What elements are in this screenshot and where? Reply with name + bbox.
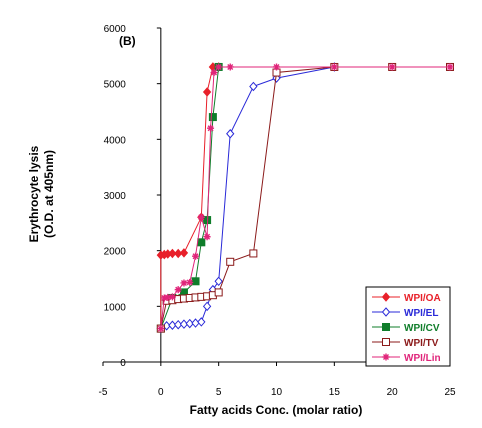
x-tick-label: 15 xyxy=(329,387,341,398)
x-tick-label: -5 xyxy=(99,387,108,398)
data-point xyxy=(382,353,390,361)
data-point xyxy=(226,129,235,139)
data-point xyxy=(249,249,258,258)
data-point xyxy=(330,63,338,71)
data-point xyxy=(226,63,234,71)
legend-label: WPI/Lin xyxy=(404,353,441,364)
data-point xyxy=(215,63,223,71)
y-tick-label: 1000 xyxy=(104,302,127,313)
y-tick-label: 0 xyxy=(120,358,126,369)
x-tick-label: 20 xyxy=(387,387,399,398)
data-point xyxy=(168,293,176,301)
data-point xyxy=(197,317,206,327)
axes-group: 0 1000 2000 3000 4000 5000 6000 -5 0 5 10 15 20 25 xyxy=(99,24,456,398)
legend-label: WPI/EL xyxy=(404,308,438,319)
y-axis-title-line-2: (O.D. at 405nm) xyxy=(42,150,56,238)
legend-entry: WPI/Lin xyxy=(372,353,441,364)
x-tick-label: 10 xyxy=(271,387,283,398)
data-point xyxy=(202,301,212,312)
data-point xyxy=(191,277,200,286)
data-point xyxy=(186,278,194,286)
data-point xyxy=(157,325,165,333)
data-point xyxy=(446,63,454,71)
data-point xyxy=(197,238,206,247)
data-point xyxy=(381,292,391,302)
data-point xyxy=(179,248,189,258)
legend-entry: WPI/CV xyxy=(372,323,440,334)
data-point xyxy=(214,276,223,287)
data-point xyxy=(191,318,200,328)
series-wpi-lin xyxy=(157,63,454,333)
data-point xyxy=(207,124,215,132)
data-point xyxy=(164,293,172,301)
x-tick-label: 5 xyxy=(216,387,222,398)
legend: WPI/OA WPI/EL WPI/CV WPI/TV WPI/Lin xyxy=(365,286,451,367)
data-point xyxy=(192,252,200,260)
data-point xyxy=(382,323,390,331)
y-tick-label: 3000 xyxy=(104,191,127,202)
x-tick-label: 25 xyxy=(444,387,456,398)
x-tick-label: 0 xyxy=(158,387,164,398)
data-point xyxy=(210,69,218,77)
y-tick-label: 5000 xyxy=(104,80,127,91)
y-axis-title-line-1: Erythrocyte lysis xyxy=(27,145,41,242)
data-point xyxy=(273,63,280,71)
data-point xyxy=(168,248,177,259)
data-point xyxy=(214,288,223,297)
data-point xyxy=(249,81,258,92)
y-tick-label: 2000 xyxy=(104,247,127,258)
y-tick-label: 4000 xyxy=(104,135,127,146)
legend-label: WPI/TV xyxy=(404,338,439,349)
data-point xyxy=(208,113,217,122)
data-point xyxy=(388,63,396,71)
legend-entry: WPI/TV xyxy=(372,338,439,349)
x-axis-title: Fatty acids Conc. (molar ratio) xyxy=(190,403,363,417)
legend-entry: WPI/OA xyxy=(372,292,441,304)
data-point xyxy=(202,87,212,97)
data-point xyxy=(382,338,390,346)
legend-label: WPI/OA xyxy=(404,293,441,304)
y-tick-label: 6000 xyxy=(104,24,127,35)
legend-entry: WPI/EL xyxy=(372,307,438,319)
data-point xyxy=(197,213,205,221)
data-point xyxy=(381,307,391,317)
data-point xyxy=(180,279,188,287)
legend-label: WPI/CV xyxy=(404,323,440,334)
data-point xyxy=(174,286,182,294)
series-layer xyxy=(156,62,454,334)
panel-label: (B) xyxy=(119,34,136,48)
data-point xyxy=(226,257,235,266)
data-point xyxy=(203,233,211,241)
